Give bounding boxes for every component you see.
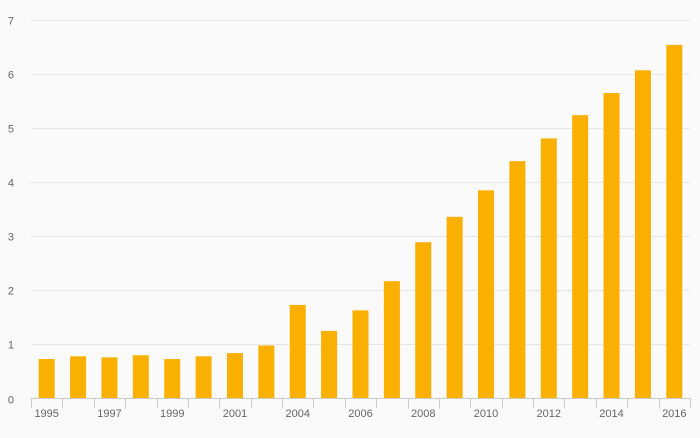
bar	[352, 310, 369, 399]
bar	[289, 304, 306, 399]
bar	[70, 356, 87, 399]
bar	[383, 281, 400, 399]
y-tick-label: 4	[8, 178, 14, 190]
y-tick-label: 2	[8, 286, 14, 298]
bar	[195, 356, 212, 399]
bar	[321, 330, 338, 399]
bars	[38, 44, 683, 399]
bar	[226, 353, 243, 399]
x-axis	[31, 398, 691, 409]
grid-lines	[31, 20, 690, 345]
x-tick-label: 1997	[97, 408, 121, 420]
y-tick-label: 0	[8, 395, 14, 407]
y-tick-label: 3	[8, 232, 14, 244]
x-tick-label: 2006	[348, 408, 372, 420]
x-axis-tick-labels: 1995 1997 1999 2001 2004 2006 2008 2010 2012 2014…	[34, 408, 686, 420]
x-tick-label: 2012	[537, 408, 561, 420]
y-tick-label: 6	[8, 70, 14, 82]
y-tick-label: 1	[8, 340, 14, 352]
bar	[666, 44, 683, 399]
x-tick-label: 2014	[599, 408, 623, 420]
x-tick-label: 1995	[34, 408, 58, 420]
bar	[164, 359, 181, 399]
bar	[415, 242, 432, 399]
bar	[132, 355, 149, 399]
bar	[258, 345, 275, 399]
x-tick-label: 2010	[474, 408, 498, 420]
bar	[38, 359, 55, 399]
x-tick-label: 2001	[223, 408, 247, 420]
x-tick-label: 2016	[662, 408, 686, 420]
bar	[540, 138, 557, 399]
bar	[603, 92, 620, 399]
x-tick-label: 2008	[411, 408, 435, 420]
bar	[509, 161, 526, 399]
bar	[572, 115, 589, 399]
bar	[101, 357, 118, 399]
y-tick-label: 7	[8, 16, 14, 28]
bar	[634, 70, 651, 399]
x-tick-label: 2004	[285, 408, 309, 420]
y-axis-tick-labels: 0 1 2 3 4 5 6 7	[8, 16, 14, 407]
bar	[478, 190, 495, 399]
x-tick-label: 1999	[160, 408, 184, 420]
bar	[446, 216, 463, 399]
y-tick-label: 5	[8, 124, 14, 136]
